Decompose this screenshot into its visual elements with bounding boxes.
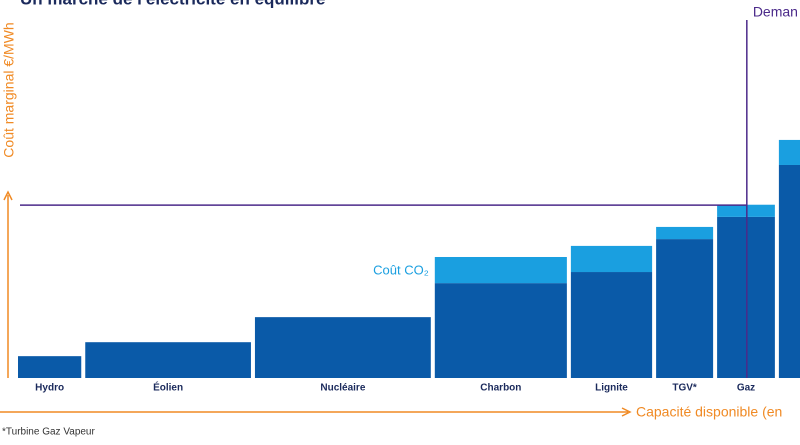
bar-segment — [717, 216, 775, 378]
x-tick-label: Éolien — [153, 381, 183, 394]
footnote: *Turbine Gaz Vapeur — [2, 427, 95, 438]
bar-segment — [778, 164, 800, 378]
bar-segment — [778, 139, 800, 165]
bar-segment — [18, 356, 82, 378]
x-tick-label: TGV* — [672, 383, 697, 394]
x-label: Capacité disponible (en — [636, 404, 782, 420]
bar-segment — [85, 342, 251, 378]
chart-title: Un marché de l'électricité en équilibre — [20, 0, 325, 8]
demand-label: Deman — [753, 4, 798, 20]
x-tick-label: Charbon — [480, 383, 521, 394]
x-tick-label: Hydro — [35, 383, 64, 394]
bar-segment — [570, 272, 653, 378]
x-arrow — [621, 407, 632, 417]
bar-segment — [717, 204, 775, 217]
bar-segment — [254, 317, 431, 378]
bar-segment — [434, 283, 567, 378]
x-tick-label: Gaz — [737, 383, 755, 394]
bar-segment — [656, 226, 714, 240]
bar-segment — [434, 256, 567, 284]
x-tick-label: Nucléaire — [320, 383, 365, 394]
x-tick-label: Lignite — [595, 383, 628, 394]
bar-segment — [656, 239, 714, 378]
co2-label: Coût CO₂ — [373, 263, 429, 278]
y-arrow — [3, 190, 13, 201]
y-label: Coût marginal €/MWh — [1, 22, 17, 157]
bar-segment — [570, 245, 653, 273]
